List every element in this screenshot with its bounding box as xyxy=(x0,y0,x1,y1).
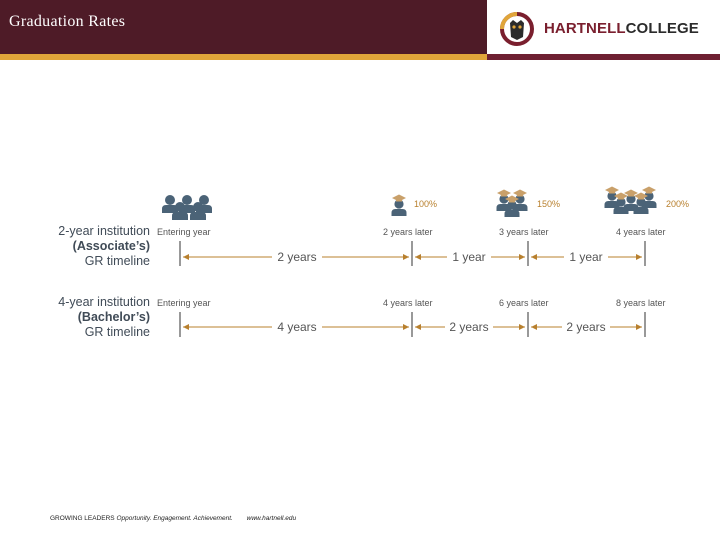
col-label-2: 4 years later xyxy=(383,298,433,308)
row-label-line3: GR timeline xyxy=(85,325,150,339)
college-logo-icon xyxy=(500,12,534,46)
row-label-line1: 4-year institution xyxy=(58,295,150,309)
span-label-2: 1 year xyxy=(452,250,485,264)
col-label-4: 8 years later xyxy=(616,298,666,308)
gold-accent-bar xyxy=(0,54,487,60)
graduate-group-200-icon xyxy=(604,186,657,214)
span-label-1: 4 years xyxy=(277,320,316,334)
maroon-accent-bar xyxy=(487,54,720,60)
col-label-2: 2 years later xyxy=(383,227,433,237)
rate-label-150: 150% xyxy=(537,199,560,209)
col-label-4: 4 years later xyxy=(616,227,666,237)
footer-lead: GROWING LEADERS xyxy=(50,515,115,522)
logo-text-part2: COLLEGE xyxy=(625,20,699,37)
graduate-group-150-icon xyxy=(496,189,528,217)
row-label-line2: (Associate’s) xyxy=(73,239,150,253)
span-label-3: 1 year xyxy=(569,250,602,264)
row-label-line3: GR timeline xyxy=(85,254,150,268)
footer: GROWING LEADERS Opportunity. Engagement.… xyxy=(50,515,296,522)
col-label-entering: Entering year xyxy=(157,298,211,308)
col-label-entering: Entering year xyxy=(157,227,211,237)
rate-label-200: 200% xyxy=(666,199,689,209)
footer-tagline: Opportunity. Engagement. Achievement. xyxy=(116,515,233,522)
col-label-3: 3 years later xyxy=(499,227,549,237)
footer-url[interactable]: www.hartnell.edu xyxy=(246,515,297,522)
timeline-row-4-year: 4-year institution (Bachelor’s) GR timel… xyxy=(58,295,665,339)
row-label-line2: (Bachelor’s) xyxy=(78,310,150,324)
rate-label-100: 100% xyxy=(414,199,437,209)
entering-cohort-icon xyxy=(162,195,212,220)
graduate-group-100-icon xyxy=(391,194,407,216)
page-title: Graduation Rates xyxy=(9,13,126,30)
college-logo-text: HARTNELLCOLLEGE xyxy=(544,20,699,37)
col-label-3: 6 years later xyxy=(499,298,549,308)
span-label-3: 2 years xyxy=(566,320,605,334)
row-label-line1: 2-year institution xyxy=(58,224,150,238)
timeline-row-2-year: 2-year institution (Associate’s) GR time… xyxy=(58,224,665,268)
span-label-1: 2 years xyxy=(277,250,316,264)
span-label-2: 2 years xyxy=(449,320,488,334)
logo-text-part1: HARTNELL xyxy=(544,20,626,37)
logo-area xyxy=(487,0,720,54)
